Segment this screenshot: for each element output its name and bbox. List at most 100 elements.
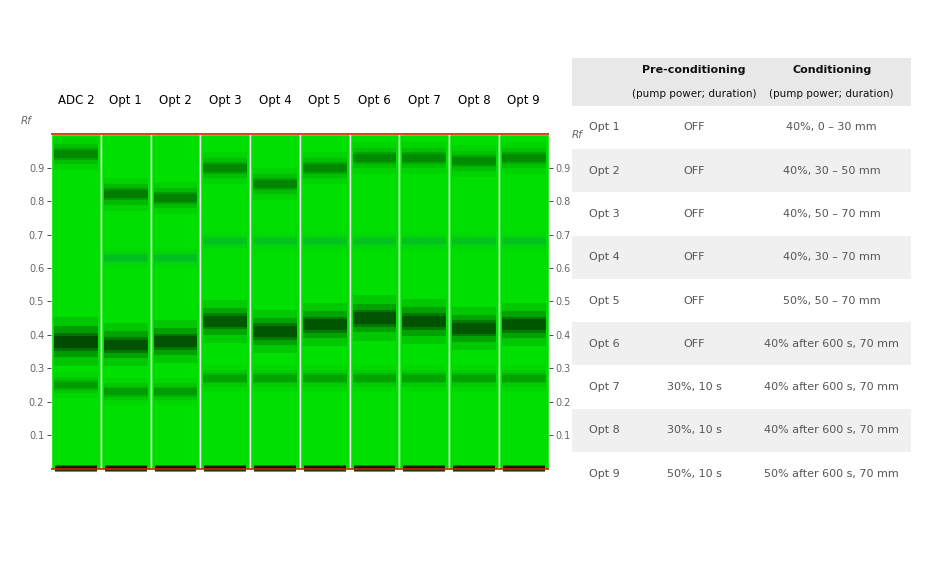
Bar [104,388,148,395]
Bar [404,466,445,471]
Bar [636,192,751,236]
Bar [404,465,445,472]
Bar [51,134,101,468]
Text: 40%, 0 – 30 mm: 40%, 0 – 30 mm [787,122,877,132]
Bar [751,58,911,82]
Bar [452,375,496,382]
Bar [636,452,751,495]
Bar [253,234,297,248]
Bar [303,234,347,248]
Bar [253,310,297,353]
Bar [751,322,911,366]
Bar [572,452,636,495]
Text: 40%, 50 – 70 mm: 40%, 50 – 70 mm [783,209,881,219]
Bar [403,142,446,174]
Bar [751,82,911,106]
Bar [352,373,396,383]
Bar [403,299,446,344]
Bar [104,184,148,204]
Bar [572,192,636,236]
Text: Opt 7: Opt 7 [589,382,619,392]
Bar [253,238,297,244]
Bar [403,234,446,248]
Bar [204,151,247,184]
Bar [572,279,636,322]
Text: Opt 6: Opt 6 [358,93,391,107]
Bar [54,317,98,366]
Bar [452,320,496,336]
Bar [502,312,546,338]
Bar [54,332,98,351]
Bar [304,467,346,470]
Bar [303,162,347,174]
Bar [572,409,636,452]
Bar [104,188,148,200]
Bar [400,134,449,468]
Bar [204,230,247,252]
Text: Opt 3: Opt 3 [209,93,242,107]
Bar [154,465,196,472]
Bar [452,155,496,167]
Text: (pump power; duration): (pump power; duration) [631,89,756,98]
Bar [153,328,197,355]
Bar [204,238,247,244]
Bar [205,466,246,471]
Bar [254,466,296,471]
Bar [104,386,148,397]
Bar [304,465,346,472]
Bar [153,388,197,395]
Bar [572,366,636,409]
Text: 50%, 10 s: 50%, 10 s [667,469,722,479]
Bar [453,466,495,471]
Bar [54,150,98,158]
Bar [54,377,98,393]
Bar [636,236,751,279]
Bar [303,164,347,172]
Bar [153,247,197,268]
Text: 40% after 600 s, 70 mm: 40% after 600 s, 70 mm [764,382,899,392]
Bar [204,300,247,343]
Text: Opt 9: Opt 9 [508,93,540,107]
Bar [153,251,197,264]
Bar [101,134,151,468]
Bar [303,151,347,184]
Bar [104,383,148,400]
Bar [153,192,197,204]
Text: 40% after 600 s, 70 mm: 40% after 600 s, 70 mm [764,426,899,435]
Bar [350,134,400,468]
Bar [253,373,297,383]
Bar [253,370,297,386]
Bar [54,372,98,399]
Bar [54,138,98,170]
Bar [636,149,751,192]
Bar [254,467,296,470]
Text: 30%, 10 s: 30%, 10 s [667,426,722,435]
Bar [204,373,247,383]
Bar [452,157,496,165]
Bar [352,365,396,392]
Bar [55,466,97,471]
Bar [153,254,197,262]
Bar [154,467,196,470]
Bar [572,149,636,192]
Bar [204,158,247,178]
Bar [105,466,147,471]
Bar [253,375,297,382]
Bar [352,295,396,341]
Text: Opt 2: Opt 2 [159,93,192,107]
Bar [303,230,347,252]
Bar [104,332,148,358]
Text: OFF: OFF [684,295,705,305]
Bar [403,316,446,327]
Bar [153,386,197,397]
Bar [204,370,247,386]
Bar [153,194,197,202]
Bar [105,467,147,470]
Text: 40%, 30 – 70 mm: 40%, 30 – 70 mm [783,252,881,262]
Bar [303,304,347,346]
Text: 40% after 600 s, 70 mm: 40% after 600 s, 70 mm [764,339,899,349]
Bar [636,58,751,82]
Bar [352,147,396,168]
Bar [253,318,297,345]
Bar [104,255,148,261]
